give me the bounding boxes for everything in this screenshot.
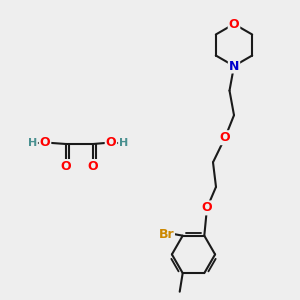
Text: O: O — [88, 160, 98, 173]
Text: O: O — [229, 17, 239, 31]
Text: H: H — [119, 137, 128, 148]
Text: O: O — [202, 201, 212, 214]
Text: N: N — [229, 59, 239, 73]
Text: H: H — [28, 137, 37, 148]
Text: O: O — [61, 160, 71, 173]
Text: O: O — [40, 136, 50, 149]
Text: O: O — [106, 136, 116, 149]
Text: O: O — [220, 131, 230, 144]
Text: Br: Br — [158, 228, 174, 241]
